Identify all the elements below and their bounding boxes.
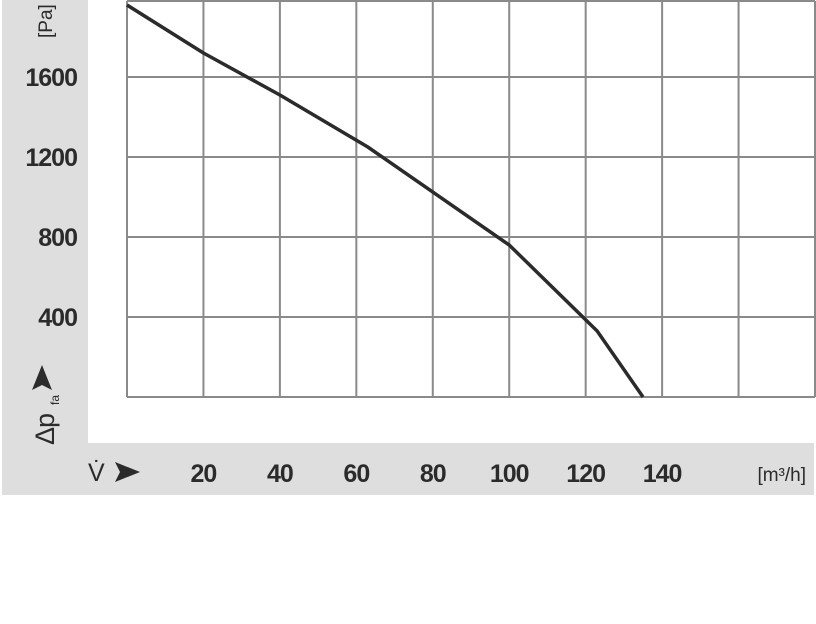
- x-tick-label: 40: [267, 460, 293, 488]
- y-tick-label: 800: [38, 224, 77, 252]
- grid: [126, 0, 816, 398]
- y-tick-label: 400: [38, 304, 77, 332]
- y-axis-band: [2, 0, 88, 495]
- y-axis-label-subscript: fa: [48, 395, 62, 405]
- x-tick-label: 60: [343, 460, 369, 488]
- x-axis-band: [2, 443, 814, 495]
- x-tick-label: 100: [490, 460, 529, 488]
- y-tick-label: 1600: [25, 64, 77, 92]
- y-unit: [Pa]: [36, 4, 57, 38]
- series-line: [126, 3, 645, 398]
- x-tick-labels: 20 40 60 80 100 120 140: [191, 460, 683, 488]
- y-axis-arrow-icon: [32, 365, 52, 390]
- x-tick-label: 140: [643, 460, 682, 488]
- x-unit: [m³/h]: [757, 465, 806, 486]
- series: [126, 3, 645, 398]
- y-axis-label: Δp: [30, 414, 60, 445]
- x-axis-arrow-icon: [115, 462, 140, 482]
- x-tick-label: 20: [191, 460, 217, 488]
- x-tick-label: 120: [566, 460, 605, 488]
- x-axis-label: V̇: [88, 458, 105, 487]
- y-tick-labels: 400 800 1200 1600: [25, 64, 78, 332]
- y-tick-label: 1200: [25, 144, 77, 172]
- plot-area: [88, 0, 816, 443]
- x-tick-label: 80: [420, 460, 446, 488]
